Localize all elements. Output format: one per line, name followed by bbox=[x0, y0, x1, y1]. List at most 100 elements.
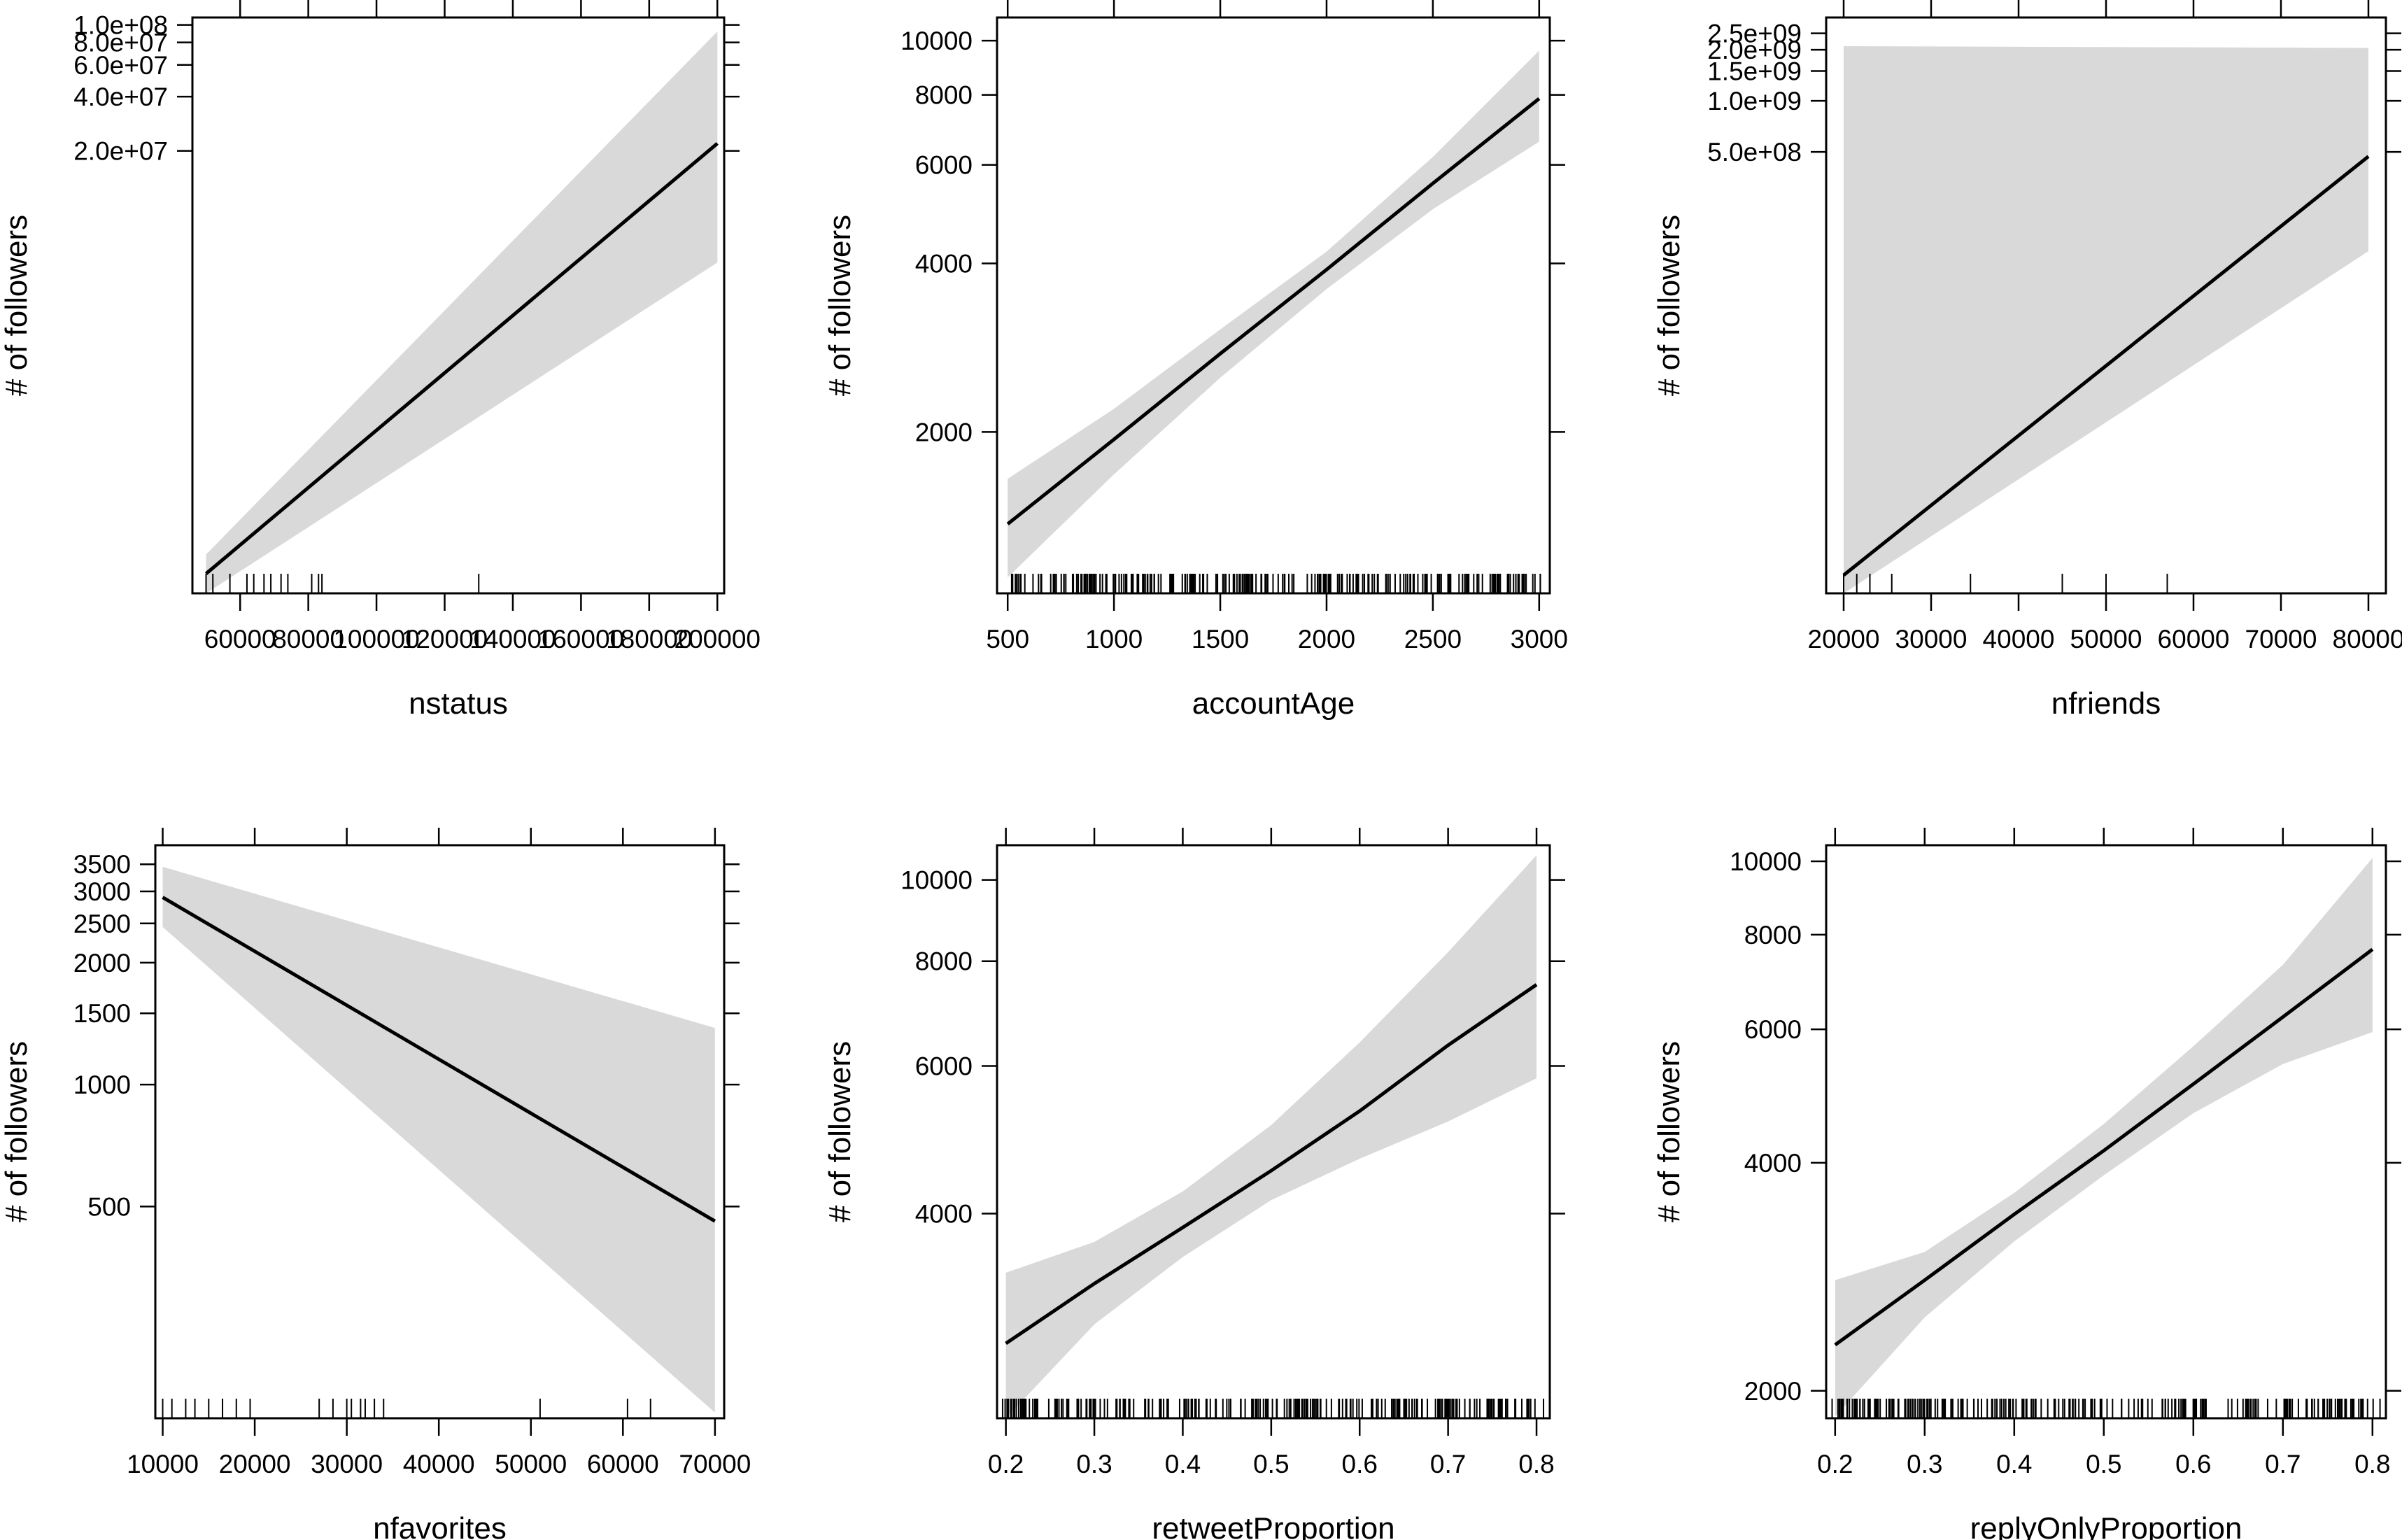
confidence-band bbox=[1844, 46, 2368, 593]
confidence-band bbox=[1005, 855, 1536, 1418]
plot-frame bbox=[1825, 844, 2387, 1420]
x-tick-label: 1000 bbox=[1085, 625, 1143, 654]
x-tick-label: 40000 bbox=[403, 1450, 475, 1478]
y-tick-label: 2.0e+07 bbox=[73, 137, 168, 166]
x-tick-label: 0.4 bbox=[1165, 1450, 1201, 1478]
plot-frame bbox=[154, 844, 726, 1420]
fit-line bbox=[1842, 155, 2370, 577]
x-tick-label: 60000 bbox=[587, 1450, 659, 1478]
x-tick-label: 0.5 bbox=[2086, 1450, 2121, 1478]
x-tick-label: 0.5 bbox=[1253, 1450, 1289, 1478]
x-tick-label: 0.2 bbox=[988, 1450, 1024, 1478]
x-tick-label: 70000 bbox=[2245, 625, 2317, 654]
x-axis-title: replyOnlyProportion bbox=[1970, 1511, 2242, 1540]
y-tick-label: 2.0e+09 bbox=[1707, 36, 1802, 64]
x-tick-label: 0.7 bbox=[2265, 1450, 2301, 1478]
confidence-band bbox=[1008, 50, 1539, 578]
x-tick-label: 0.6 bbox=[1342, 1450, 1378, 1478]
fit-line bbox=[162, 896, 716, 1223]
x-tick-label: 50000 bbox=[495, 1450, 567, 1478]
y-tick-label: 2.5e+09 bbox=[1707, 20, 1802, 48]
x-tick-label: 120000 bbox=[402, 625, 488, 654]
y-tick-label: 3000 bbox=[73, 877, 131, 906]
x-axis-title: retweetProportion bbox=[1152, 1511, 1394, 1540]
y-tick-label: 4.0e+07 bbox=[73, 83, 168, 111]
y-tick-label: 10000 bbox=[900, 866, 973, 895]
y-tick-label: 2000 bbox=[73, 949, 131, 977]
y-tick-label: 4000 bbox=[915, 1199, 973, 1228]
y-tick-label: 6000 bbox=[1744, 1015, 1802, 1044]
panel-nfavorites: 10000 20000 30000 40000 50000 60000 70000 500 10… bbox=[0, 828, 751, 1540]
x-tick-label: 30000 bbox=[1895, 625, 1967, 654]
y-axis-title: # of followers bbox=[0, 215, 34, 396]
x-tick-label: 20000 bbox=[1808, 625, 1880, 654]
panel-nstatus: 6000080000100000120000140000160000180000… bbox=[0, 0, 761, 721]
x-tick-label: 80000 bbox=[272, 625, 344, 654]
fit-line bbox=[1006, 97, 1541, 525]
y-tick-label: 8000 bbox=[915, 81, 973, 110]
panel-replyOnlyProportion: 0.2 0.3 0.4 0.5 0.6 0.7 0.8 2000 4000 6000 8000 100… bbox=[1652, 828, 2401, 1540]
y-tick-label: 500 bbox=[87, 1192, 131, 1221]
y-axis-title: # of followers bbox=[823, 215, 857, 396]
plot-frame bbox=[996, 844, 1551, 1420]
y-tick-label: 1500 bbox=[73, 999, 131, 1028]
x-tick-label: 0.7 bbox=[1430, 1450, 1466, 1478]
y-axis-title: # of followers bbox=[1652, 215, 1686, 396]
x-tick-label: 160000 bbox=[538, 625, 624, 654]
y-tick-label: 6000 bbox=[915, 1052, 973, 1080]
y-tick-label: 2000 bbox=[1744, 1377, 1802, 1406]
x-tick-label: 0.8 bbox=[1518, 1450, 1554, 1478]
x-tick-label: 20000 bbox=[219, 1450, 291, 1478]
fit-line bbox=[204, 142, 719, 575]
y-tick-label: 2000 bbox=[915, 418, 973, 446]
x-axis-title: accountAge bbox=[1192, 686, 1355, 721]
x-tick-label: 3000 bbox=[1511, 625, 1568, 654]
confidence-band bbox=[206, 31, 718, 593]
x-tick-label: 0.3 bbox=[1076, 1450, 1112, 1478]
x-tick-label: 0.8 bbox=[2354, 1450, 2390, 1478]
y-axis-title: # of followers bbox=[0, 1041, 34, 1222]
confidence-band bbox=[1835, 858, 2373, 1417]
x-tick-label: 140000 bbox=[469, 625, 556, 654]
y-axis-title: # of followers bbox=[823, 1041, 857, 1222]
y-tick-label: 10000 bbox=[900, 27, 973, 55]
x-tick-label: 60000 bbox=[2158, 625, 2230, 654]
x-axis-title: nfavorites bbox=[373, 1511, 507, 1540]
y-tick-label: 5.0e+08 bbox=[1707, 138, 1802, 167]
plot-frame bbox=[191, 16, 726, 595]
x-tick-label: 0.2 bbox=[1817, 1450, 1853, 1478]
fit-line bbox=[1834, 947, 2374, 1347]
x-tick-label: 30000 bbox=[311, 1450, 383, 1478]
x-tick-label: 2000 bbox=[1298, 625, 1355, 654]
panel-retweetProportion: 0.2 0.3 0.4 0.5 0.6 0.7 0.8 4000 6000 8000 10000 r… bbox=[823, 828, 1565, 1540]
x-tick-label: 180000 bbox=[606, 625, 692, 654]
fit-line bbox=[1005, 983, 1538, 1345]
x-tick-label: 70000 bbox=[679, 1450, 751, 1478]
x-tick-label: 40000 bbox=[1983, 625, 2055, 654]
x-tick-label: 60000 bbox=[204, 625, 276, 654]
plot-frame bbox=[996, 16, 1551, 595]
x-tick-label: 10000 bbox=[127, 1450, 199, 1478]
x-axis-title: nstatus bbox=[409, 686, 508, 721]
panel-nfriends: 20000 30000 40000 50000 60000 70000 80000 5.0e+… bbox=[1652, 0, 2402, 721]
y-tick-label: 6000 bbox=[915, 151, 973, 180]
x-axis-title: nfriends bbox=[2051, 686, 2161, 721]
y-axis-title: # of followers bbox=[1652, 1041, 1686, 1222]
panel-accountAge: 500 1000 1500 2000 2500 3000 2000 4000 6000 8000 1… bbox=[823, 0, 1568, 721]
y-tick-label: 8.0e+07 bbox=[73, 29, 168, 57]
x-tick-label: 50000 bbox=[2070, 625, 2142, 654]
y-tick-label: 1000 bbox=[73, 1071, 131, 1099]
x-tick-label: 200000 bbox=[674, 625, 761, 654]
plot-frame bbox=[1825, 16, 2387, 595]
confidence-band bbox=[162, 866, 715, 1413]
y-tick-label: 1.0e+09 bbox=[1707, 87, 1802, 115]
y-tick-label: 1.0e+08 bbox=[73, 11, 168, 40]
x-tick-label: 1500 bbox=[1192, 625, 1249, 654]
x-tick-label: 0.4 bbox=[1996, 1450, 2032, 1478]
y-tick-label: 6.0e+07 bbox=[73, 51, 168, 80]
x-tick-label: 100000 bbox=[333, 625, 419, 654]
y-tick-label: 4000 bbox=[1744, 1149, 1802, 1178]
y-tick-label: 8000 bbox=[915, 947, 973, 976]
y-tick-label: 8000 bbox=[1744, 921, 1802, 949]
